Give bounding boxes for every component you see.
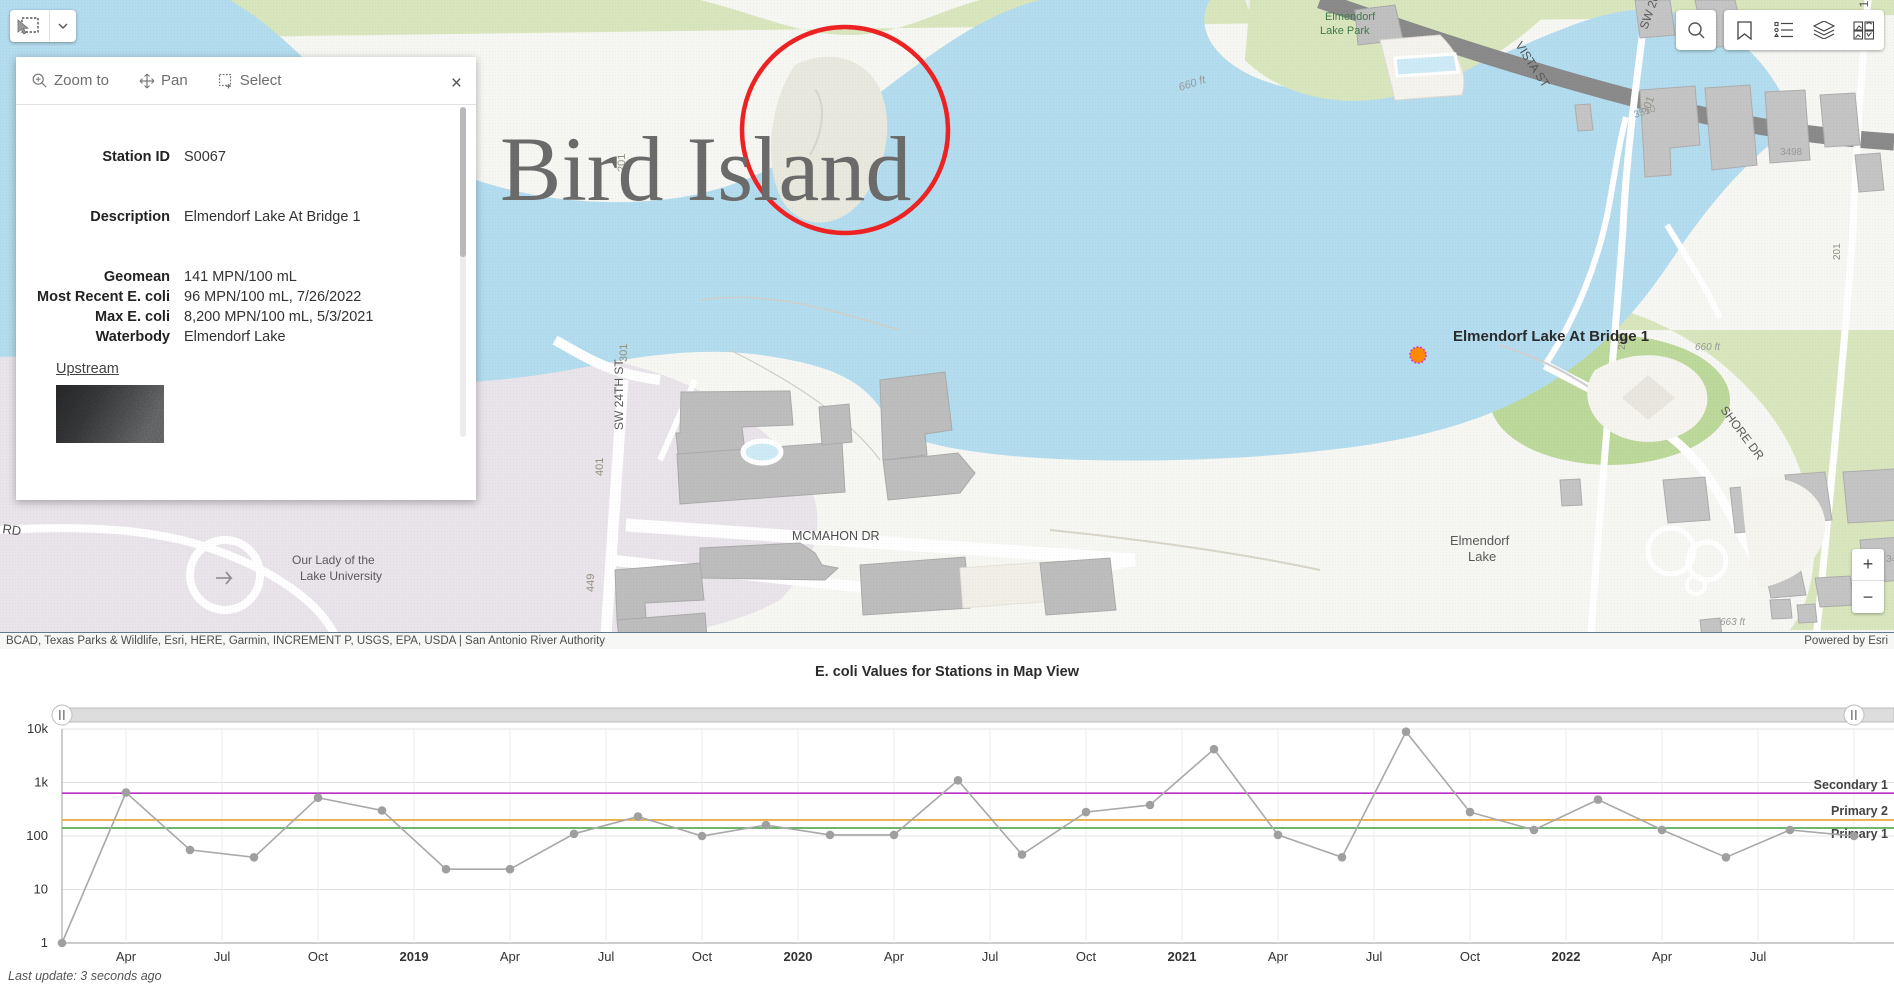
svg-text:Jul: Jul: [1750, 949, 1767, 964]
svg-text:Apr: Apr: [1268, 949, 1289, 964]
svg-text:Oct: Oct: [692, 949, 713, 964]
svg-text:Apr: Apr: [500, 949, 521, 964]
svg-text:Primary 2: Primary 2: [1831, 804, 1888, 818]
svg-text:1: 1: [41, 935, 48, 950]
svg-text:2020: 2020: [784, 949, 813, 964]
svg-text:Secondary 1: Secondary 1: [1814, 778, 1888, 792]
svg-text:2022: 2022: [1552, 949, 1581, 964]
svg-text:100: 100: [26, 828, 48, 843]
svg-text:Oct: Oct: [308, 949, 329, 964]
svg-text:Apr: Apr: [116, 949, 137, 964]
svg-text:10: 10: [34, 882, 48, 897]
svg-text:Jul: Jul: [1366, 949, 1383, 964]
svg-text:2019: 2019: [400, 949, 429, 964]
svg-text:1k: 1k: [34, 775, 48, 790]
svg-text:10k: 10k: [27, 721, 48, 736]
svg-text:Jul: Jul: [598, 949, 615, 964]
svg-text:2021: 2021: [1168, 949, 1197, 964]
svg-text:Apr: Apr: [1652, 949, 1673, 964]
svg-text:Apr: Apr: [884, 949, 905, 964]
svg-text:Jul: Jul: [214, 949, 231, 964]
svg-text:Oct: Oct: [1460, 949, 1481, 964]
svg-text:Jul: Jul: [982, 949, 999, 964]
svg-text:Oct: Oct: [1076, 949, 1097, 964]
